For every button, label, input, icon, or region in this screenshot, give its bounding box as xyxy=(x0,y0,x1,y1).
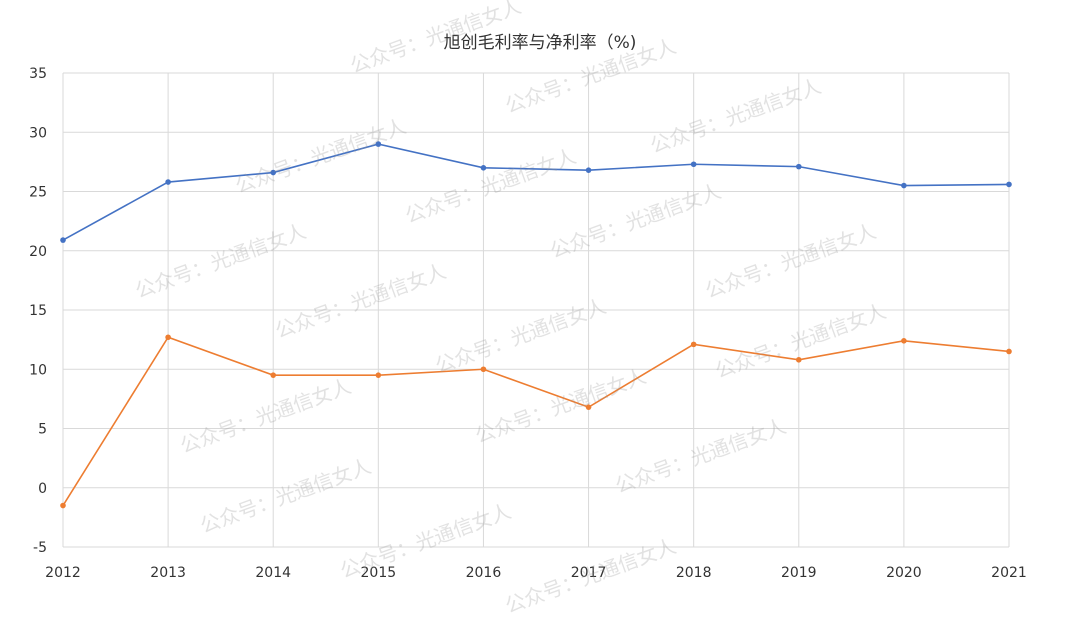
x-tick-label: 2021 xyxy=(991,565,1027,581)
x-tick-label: 2012 xyxy=(45,565,81,581)
y-tick-label: 15 xyxy=(29,303,47,319)
chart-title: 旭创毛利率与净利率（%) xyxy=(443,33,637,53)
data-point xyxy=(270,169,277,176)
data-point xyxy=(901,338,907,344)
data-point xyxy=(375,372,382,378)
data-point xyxy=(165,179,171,185)
data-point xyxy=(1006,181,1012,188)
y-tick-label: -5 xyxy=(33,540,47,556)
y-tick-label: 25 xyxy=(29,185,47,201)
data-point xyxy=(480,165,487,171)
x-tick-label: 2019 xyxy=(781,565,817,581)
data-point xyxy=(690,161,697,168)
y-tick-label: 10 xyxy=(29,362,47,378)
data-point xyxy=(270,372,277,378)
data-point xyxy=(795,356,802,363)
x-tick-label: 2014 xyxy=(255,565,291,581)
y-tick-label: 35 xyxy=(29,66,47,82)
data-point xyxy=(60,237,66,243)
y-tick-label: 20 xyxy=(29,244,47,260)
x-tick-label: 2018 xyxy=(676,565,712,581)
x-tick-label: 2015 xyxy=(361,565,397,581)
data-point xyxy=(60,502,66,509)
series-line-0 xyxy=(62,143,1010,241)
data-point xyxy=(585,167,592,173)
x-tick-label: 2017 xyxy=(571,565,607,581)
x-tick-label: 2020 xyxy=(886,565,922,581)
data-point xyxy=(901,182,907,189)
y-tick-label: 0 xyxy=(38,481,47,497)
x-tick-label: 2016 xyxy=(466,565,502,581)
data-point xyxy=(480,366,487,373)
data-point xyxy=(375,141,382,147)
y-tick-label: 5 xyxy=(38,422,47,438)
data-point xyxy=(1006,348,1012,355)
data-point xyxy=(165,334,171,341)
x-tick-label: 2013 xyxy=(150,565,186,581)
data-point xyxy=(585,404,592,410)
y-tick-label: 30 xyxy=(29,125,47,141)
series-line-1 xyxy=(62,336,1010,506)
data-point xyxy=(690,341,697,348)
data-point xyxy=(795,163,802,170)
